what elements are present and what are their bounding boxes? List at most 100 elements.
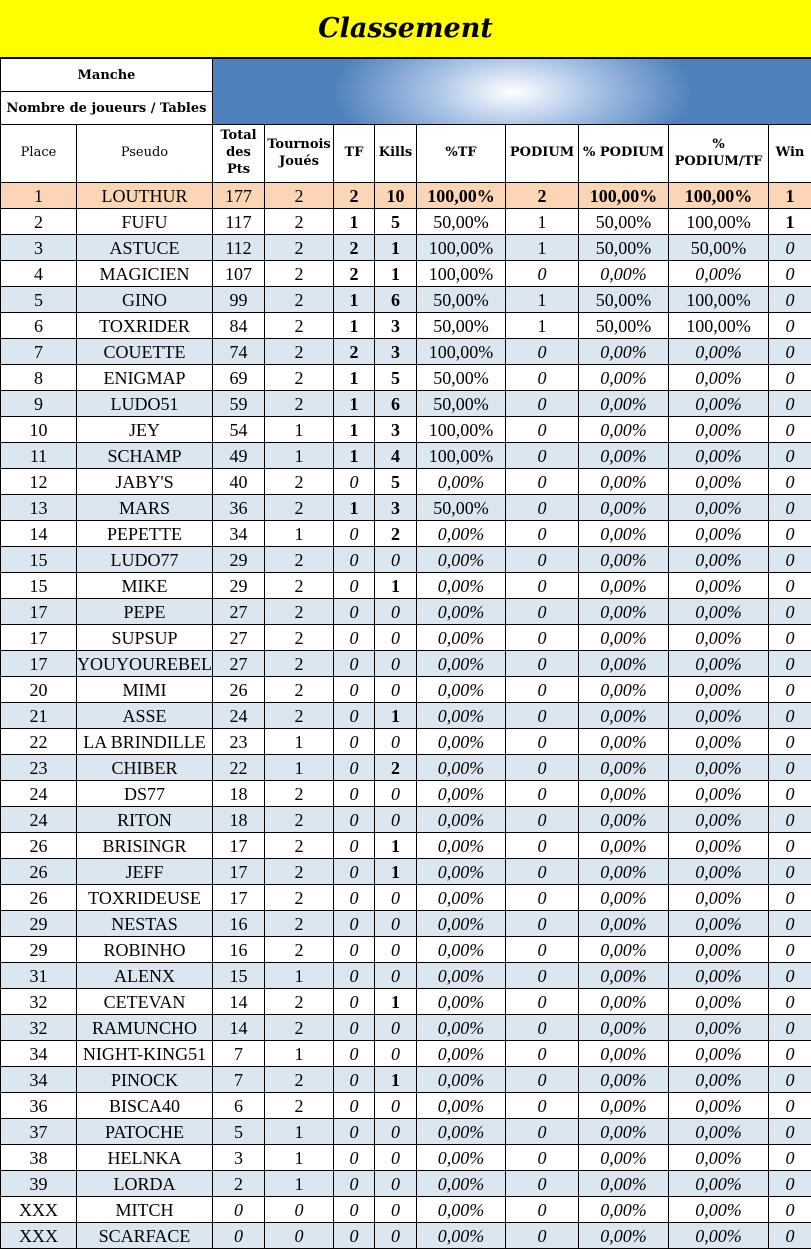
table-cell: 0,00%	[669, 1145, 769, 1171]
table-cell: 0,00%	[579, 911, 669, 937]
table-cell: 0,00%	[579, 521, 669, 547]
table-cell: 0	[769, 781, 811, 807]
column-header: TF	[334, 125, 375, 183]
table-cell: 0,00%	[417, 599, 506, 625]
table-cell: 1	[375, 859, 417, 885]
table-cell: 26	[1, 859, 77, 885]
table-cell: 0,00%	[669, 677, 769, 703]
table-cell: 0	[769, 729, 811, 755]
table-cell: 1	[375, 261, 417, 287]
table-cell: 0,00%	[417, 833, 506, 859]
table-cell: 0	[769, 1041, 811, 1067]
table-cell: 17	[213, 833, 265, 859]
table-cell: 0	[769, 547, 811, 573]
table-cell: 2	[265, 937, 334, 963]
table-cell: 5	[213, 1119, 265, 1145]
table-cell: 0	[334, 989, 375, 1015]
table-cell: 2	[265, 651, 334, 677]
table-cell: 0	[334, 651, 375, 677]
table-cell: 0,00%	[579, 261, 669, 287]
table-cell: 0	[375, 781, 417, 807]
table-cell: 1	[506, 287, 579, 313]
table-cell: 0,00%	[669, 417, 769, 443]
column-header: PODIUM	[506, 125, 579, 183]
table-cell: 0	[334, 729, 375, 755]
table-cell: ASTUCE	[77, 235, 213, 261]
column-header: %TF	[417, 125, 506, 183]
table-cell: NIGHT-KING51	[77, 1041, 213, 1067]
table-cell: 0,00%	[579, 963, 669, 989]
table-cell: 1	[334, 287, 375, 313]
table-cell: 0,00%	[417, 677, 506, 703]
table-cell: 32	[1, 989, 77, 1015]
table-cell: 0	[769, 1197, 811, 1223]
table-cell: 2	[213, 1171, 265, 1197]
table-cell: 7	[213, 1067, 265, 1093]
table-cell: 0	[334, 1041, 375, 1067]
table-cell: 0	[769, 287, 811, 313]
table-cell: 14	[1, 521, 77, 547]
table-cell: 0,00%	[417, 859, 506, 885]
table-cell: ROBINHO	[77, 937, 213, 963]
table-cell: 1	[334, 417, 375, 443]
table-cell: 0,00%	[579, 781, 669, 807]
table-cell: 36	[1, 1093, 77, 1119]
table-cell: 0	[375, 547, 417, 573]
table-cell: 0	[506, 365, 579, 391]
table-cell: 22	[1, 729, 77, 755]
table-cell: 0,00%	[579, 703, 669, 729]
table-cell: 0	[334, 1015, 375, 1041]
table-cell: 0	[334, 859, 375, 885]
table-cell: 0	[334, 1171, 375, 1197]
table-cell: 0	[375, 625, 417, 651]
table-cell: 2	[265, 209, 334, 235]
table-cell: LUDO51	[77, 391, 213, 417]
table-cell: 0,00%	[417, 651, 506, 677]
table-cell: 3	[375, 495, 417, 521]
table-cell: 0,00%	[669, 885, 769, 911]
table-cell: 112	[213, 235, 265, 261]
table-cell: 0,00%	[669, 1015, 769, 1041]
table-cell: 0	[375, 651, 417, 677]
table-cell: 27	[213, 599, 265, 625]
info-label: Nombre de joueurs / Tables	[1, 92, 213, 125]
table-cell: 26	[213, 677, 265, 703]
table-cell: 10	[375, 183, 417, 209]
table-cell: 0	[334, 1093, 375, 1119]
table-cell: RITON	[77, 807, 213, 833]
table-cell: 0	[334, 1119, 375, 1145]
table-cell: 38	[1, 1145, 77, 1171]
table-cell: 0,00%	[579, 469, 669, 495]
table-cell: 5	[375, 469, 417, 495]
table-cell: 0	[769, 1145, 811, 1171]
table-cell: 2	[265, 833, 334, 859]
table-cell: 27	[213, 625, 265, 651]
table-cell: 0	[375, 729, 417, 755]
table-cell: 0	[506, 625, 579, 651]
table-cell: 0	[769, 625, 811, 651]
column-header: Tournois Joués	[265, 125, 334, 183]
table-cell: 0,00%	[579, 1041, 669, 1067]
table-cell: 1	[334, 209, 375, 235]
table-cell: 0	[506, 391, 579, 417]
table-cell: 0	[334, 911, 375, 937]
table-cell: MARS	[77, 495, 213, 521]
table-cell: 2	[265, 495, 334, 521]
table-cell: 0,00%	[417, 703, 506, 729]
table-cell: 0	[769, 755, 811, 781]
table-cell: 2	[334, 183, 375, 209]
table-cell: 0,00%	[579, 651, 669, 677]
table-cell: 100,00%	[417, 235, 506, 261]
column-header: Total des Pts	[213, 125, 265, 183]
table-cell: 0,00%	[669, 339, 769, 365]
table-cell: 0,00%	[669, 1093, 769, 1119]
table-cell: 0,00%	[669, 1223, 769, 1249]
